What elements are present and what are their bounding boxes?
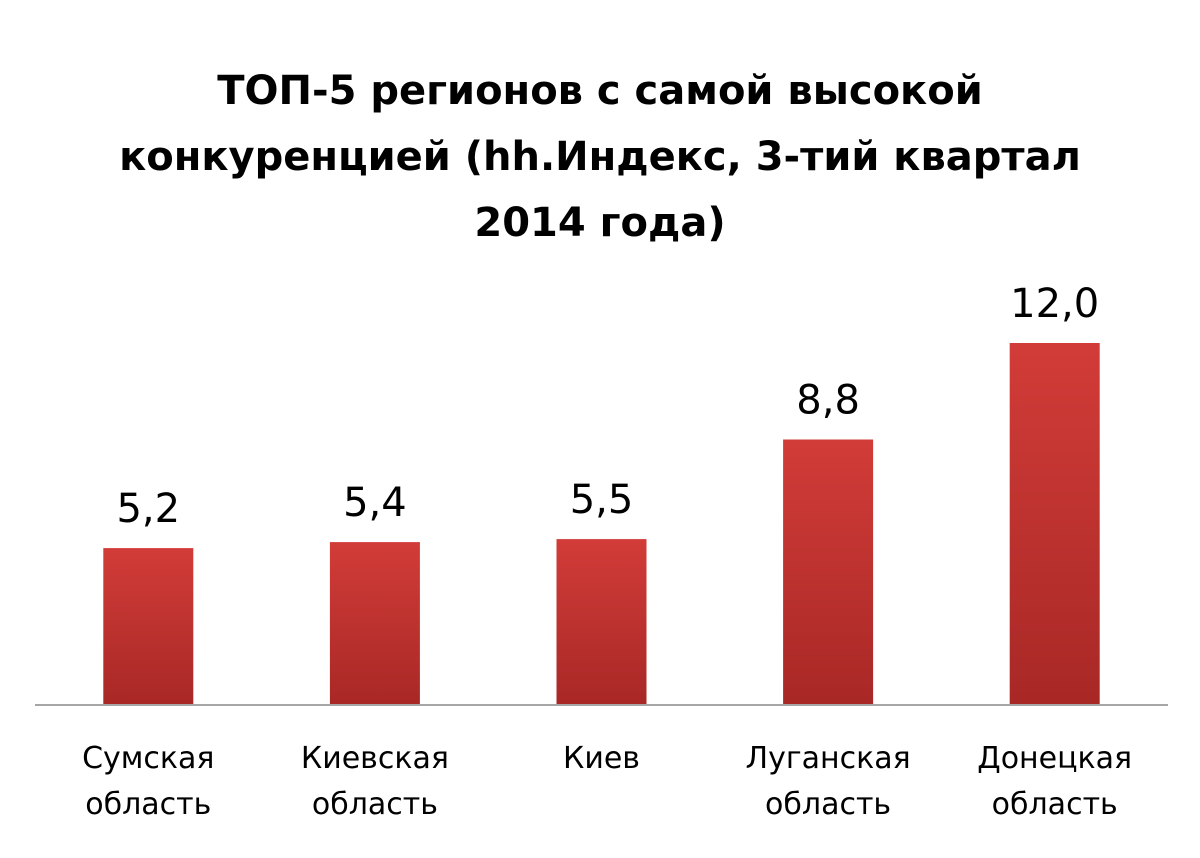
category-label-line: Донецкая	[977, 741, 1132, 776]
category-label: Донецкая область	[977, 741, 1132, 822]
chart-title-line-3: 2014 года)	[474, 200, 726, 246]
bar	[329, 542, 420, 705]
category-label-line: область	[312, 787, 438, 822]
data-label: 5,2	[116, 486, 180, 532]
chart-title-line-2: конкуренцией (hh.Индекс, 3-тий квартал	[119, 134, 1081, 180]
category-label: Киевская область	[301, 741, 449, 822]
bar	[556, 539, 647, 705]
bar	[103, 548, 194, 705]
category-label-line: Луганская	[746, 741, 911, 776]
bar	[1009, 343, 1100, 705]
bar	[783, 439, 874, 705]
data-label: 8,8	[796, 378, 860, 424]
category-label-line: область	[85, 787, 211, 822]
data-label: 5,5	[570, 477, 634, 523]
category-label-line: область	[765, 787, 891, 822]
chart-title: ТОП-5 регионов с самой высокой конкуренц…	[0, 58, 1200, 256]
data-label: 12,0	[1010, 281, 1099, 327]
category-label-line: Киев	[563, 741, 640, 776]
bars-layer	[103, 343, 1100, 705]
category-label-line: Сумская	[82, 741, 214, 776]
category-label: Луганская область	[746, 741, 911, 822]
category-label-line: область	[992, 787, 1118, 822]
data-label: 5,4	[343, 480, 407, 526]
category-label: Сумская область	[82, 741, 214, 822]
category-label-line: Киевская	[301, 741, 449, 776]
category-label: Киев	[563, 741, 640, 776]
chart-title-line-1: ТОП-5 регионов с самой высокой	[217, 68, 983, 114]
labels-layer: 5,2 Сумская область 5,4 Киевская область 5,5 Ки…	[82, 281, 1132, 822]
